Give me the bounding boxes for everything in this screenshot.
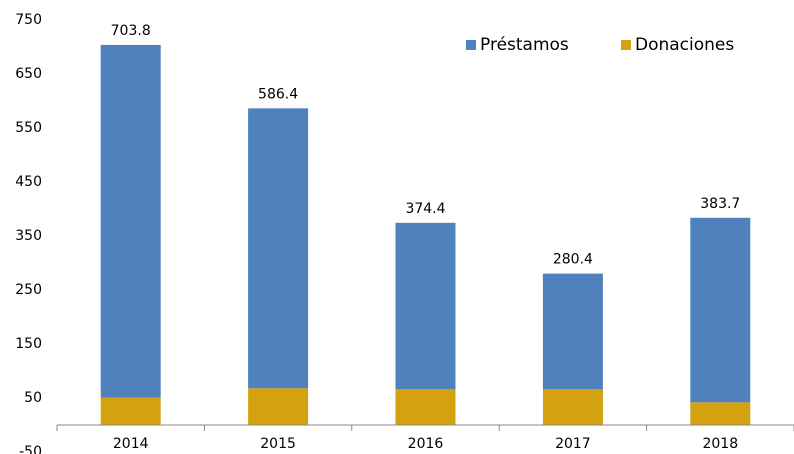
bar bbox=[690, 402, 751, 425]
x-tick-label: 2014 bbox=[113, 436, 149, 452]
data-label: 703.8 bbox=[111, 23, 151, 39]
legend-label: Préstamos bbox=[480, 35, 569, 55]
data-label: 586.4 bbox=[258, 86, 298, 102]
bar bbox=[395, 222, 456, 390]
y-tick-label: 750 bbox=[15, 12, 42, 28]
bar bbox=[248, 108, 309, 389]
data-label: 374.4 bbox=[405, 201, 445, 217]
legend-label: Donaciones bbox=[635, 35, 734, 55]
x-tick-label: 2017 bbox=[555, 436, 591, 452]
data-label: 280.4 bbox=[553, 252, 593, 268]
data-label: 383.7 bbox=[700, 196, 740, 212]
bar bbox=[690, 217, 751, 403]
y-tick-label: 650 bbox=[15, 66, 42, 82]
y-tick-label: -50 bbox=[19, 444, 42, 454]
bar bbox=[100, 44, 161, 398]
y-tick-label: 550 bbox=[15, 120, 42, 136]
y-tick-label: 150 bbox=[15, 336, 42, 352]
bar bbox=[248, 388, 309, 425]
x-tick-label: 2015 bbox=[260, 436, 296, 452]
y-tick-label: 250 bbox=[15, 282, 42, 298]
bar bbox=[100, 397, 161, 425]
y-tick-label: 350 bbox=[15, 228, 42, 244]
x-tick-label: 2018 bbox=[702, 436, 738, 452]
bar bbox=[395, 389, 456, 425]
legend-swatch bbox=[621, 40, 631, 50]
bar bbox=[542, 389, 603, 425]
x-tick-label: 2016 bbox=[408, 436, 444, 452]
y-tick-label: 50 bbox=[24, 390, 42, 406]
y-tick-label: 450 bbox=[15, 174, 42, 190]
bar bbox=[542, 273, 603, 390]
legend-swatch bbox=[466, 40, 476, 50]
